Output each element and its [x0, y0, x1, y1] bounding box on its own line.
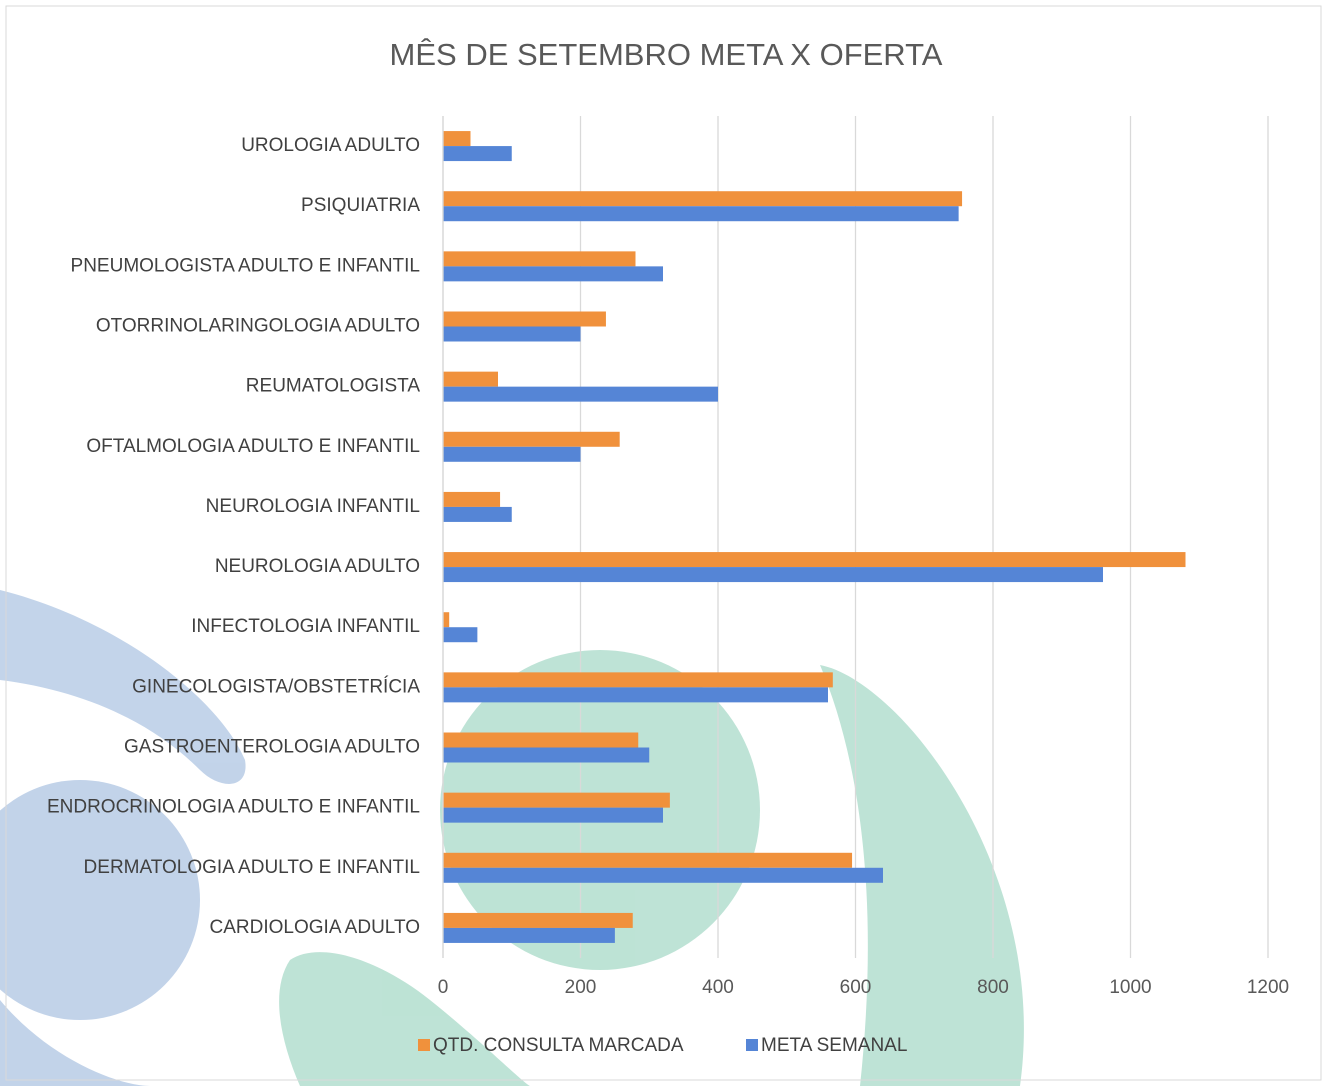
chart-border — [5, 5, 1322, 1081]
bar — [443, 506, 512, 522]
bar — [443, 552, 1186, 568]
bar — [443, 732, 639, 748]
bar — [443, 672, 833, 688]
x-tick-label: 400 — [702, 977, 734, 998]
y-tick-label: NEUROLOGIA INFANTIL — [206, 496, 420, 517]
y-tick-label: NEUROLOGIA ADULTO — [215, 556, 420, 577]
bar — [443, 627, 478, 643]
bar — [443, 431, 620, 447]
legend-label: QTD. CONSULTA MARCADA — [433, 1035, 684, 1056]
chart-title: MÊS DE SETEMBRO META X OFERTA — [390, 37, 943, 72]
y-tick-label: UROLOGIA ADULTO — [241, 135, 420, 156]
x-tick-label: 0 — [438, 977, 449, 998]
y-tick-label: GASTROENTEROLOGIA ADULTO — [124, 737, 420, 758]
bar — [443, 446, 581, 462]
bar — [443, 131, 471, 147]
bar — [443, 687, 828, 703]
bar — [443, 912, 633, 928]
bar — [443, 807, 663, 823]
bar — [443, 867, 883, 883]
x-tick-label: 600 — [840, 977, 872, 998]
y-tick-label: REUMATOLOGISTA — [246, 376, 421, 397]
x-tick-label: 800 — [977, 977, 1009, 998]
bar — [443, 206, 959, 222]
bar — [443, 747, 650, 763]
y-tick-label: OFTALMOLOGIA ADULTO E INFANTIL — [86, 436, 420, 457]
bar — [443, 251, 636, 267]
background-decoration — [0, 590, 1024, 1086]
y-tick-label: DERMATOLOGIA ADULTO E INFANTIL — [84, 857, 420, 878]
y-tick-label: GINECOLOGISTA/OBSTETRÍCIA — [132, 676, 420, 697]
bar — [443, 852, 853, 868]
legend-swatch — [746, 1039, 758, 1051]
bar — [443, 191, 963, 207]
x-tick-label: 1200 — [1247, 977, 1289, 998]
bar — [443, 146, 512, 162]
y-tick-label: CARDIOLOGIA ADULTO — [210, 917, 420, 938]
bar — [443, 927, 615, 943]
bar — [443, 792, 670, 808]
y-tick-label: OTORRINOLARINGOLOGIA ADULTO — [96, 316, 420, 337]
bar — [443, 612, 450, 628]
bar — [443, 386, 718, 402]
x-tick-label: 1000 — [1109, 977, 1151, 998]
bar — [443, 491, 501, 507]
bar — [443, 266, 663, 282]
legend-label: META SEMANAL — [761, 1035, 907, 1056]
y-tick-label: INFECTOLOGIA INFANTIL — [191, 616, 420, 637]
bar — [443, 311, 606, 327]
bar — [443, 326, 581, 342]
x-tick-label: 200 — [565, 977, 597, 998]
y-tick-label: PNEUMOLOGISTA ADULTO E INFANTIL — [71, 255, 420, 276]
bar — [443, 567, 1103, 583]
y-tick-label: ENDROCRINOLOGIA ADULTO E INFANTIL — [47, 797, 420, 818]
y-tick-label: PSIQUIATRIA — [301, 195, 420, 216]
bar — [443, 371, 498, 387]
legend-swatch — [418, 1039, 430, 1051]
